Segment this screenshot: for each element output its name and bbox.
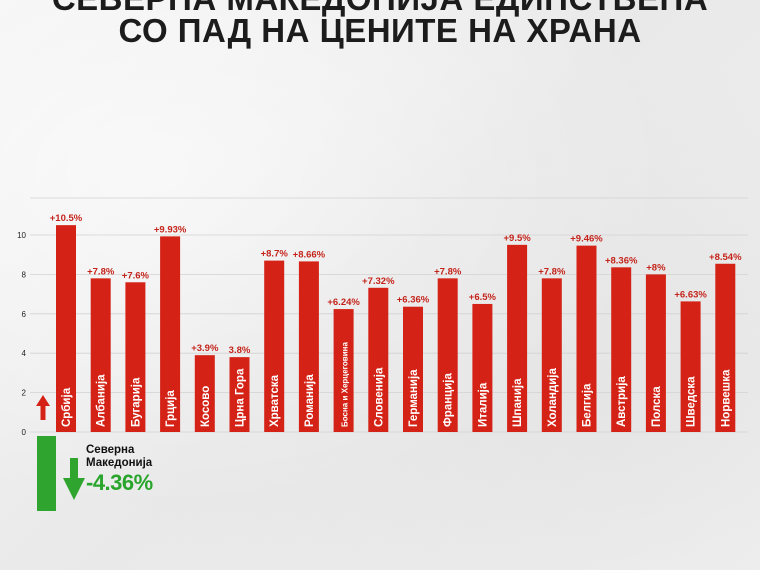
y-tick-label: 2 — [22, 389, 27, 398]
category-label: Косово — [200, 386, 212, 427]
data-label: 3.8% — [229, 345, 251, 356]
bar — [611, 267, 632, 432]
data-label: +8% — [646, 262, 666, 273]
chart-title-line-2: СО ПАД НА ЦЕНИТЕ НА ХРАНА — [118, 12, 642, 49]
category-label: Италија — [477, 382, 489, 427]
data-label: +3.9% — [191, 343, 219, 354]
bar — [507, 244, 528, 432]
bar — [472, 303, 493, 432]
category-label: Шпанија — [512, 378, 524, 427]
category-label: Полска — [651, 386, 663, 427]
category-label: Франција — [443, 372, 455, 427]
category-label: Босна и Херцеговина — [341, 342, 350, 427]
data-label: +7.8% — [434, 266, 462, 277]
negative-bar — [37, 436, 56, 511]
data-label: +9.5% — [503, 233, 531, 244]
bar — [264, 260, 285, 432]
data-label: +8.54% — [709, 252, 742, 263]
data-label: +7.8% — [538, 266, 566, 277]
bar — [680, 301, 701, 432]
bar — [403, 306, 423, 432]
category-label: Грција — [165, 390, 177, 427]
y-tick-label: 6 — [22, 310, 27, 319]
bar — [541, 278, 562, 432]
category-label: Романија — [304, 374, 316, 427]
y-tick-label: 4 — [22, 349, 27, 358]
category-label: Албанија — [96, 374, 108, 427]
data-label: +8.36% — [605, 255, 638, 266]
bar — [437, 278, 458, 432]
arrow-down-icon — [63, 458, 85, 500]
category-label: Шведска — [686, 376, 698, 427]
category-label: Србија — [61, 387, 73, 427]
category-label: Норвешка — [720, 369, 732, 427]
arrow-up-icon — [36, 395, 50, 420]
category-label: Хрватска — [269, 374, 281, 427]
data-label: +7.8% — [87, 266, 115, 277]
data-label: +9.93% — [154, 224, 187, 235]
category-label: Холандија — [547, 368, 559, 427]
bar — [715, 263, 736, 432]
bar — [576, 245, 597, 432]
bar — [645, 274, 666, 432]
category-label: Австрија — [616, 376, 628, 427]
negative-country-name: Северна Македонија — [86, 444, 153, 469]
data-label: +6.36% — [397, 295, 430, 306]
bar — [333, 309, 354, 432]
category-label: Словенија — [373, 367, 385, 427]
category-label: Бугарија — [130, 377, 142, 427]
category-label: Германија — [408, 369, 420, 427]
bar — [125, 282, 146, 432]
y-tick-label: 8 — [22, 270, 27, 279]
data-label: +8.66% — [293, 249, 326, 260]
negative-value-label: -4.36% — [86, 470, 153, 495]
data-label: +9.46% — [570, 234, 603, 245]
y-tick-label: 10 — [17, 231, 26, 240]
category-label: Белгија — [582, 383, 594, 427]
data-label: +7.6% — [122, 270, 150, 281]
data-label: +8.7% — [261, 249, 289, 260]
y-tick-label: 0 — [22, 428, 27, 437]
bar — [194, 355, 215, 432]
bar — [160, 236, 181, 432]
bar — [56, 225, 76, 432]
data-label: +10.5% — [50, 213, 83, 224]
negative-country-label: Северна Македонија — [86, 444, 166, 470]
data-label: +7.32% — [362, 276, 395, 287]
data-label: +6.5% — [469, 292, 497, 303]
bar — [368, 287, 389, 432]
chart-title-line-1: СЕВЕРНА МАКЕДОНИЈА ЕДИНСТВЕНА — [0, 0, 760, 18]
data-label: +6.63% — [674, 289, 707, 300]
data-label: +6.24% — [327, 297, 360, 308]
bar — [229, 357, 250, 432]
bar — [90, 278, 111, 432]
category-label: Црна Гора — [235, 368, 247, 427]
bar — [298, 261, 319, 432]
